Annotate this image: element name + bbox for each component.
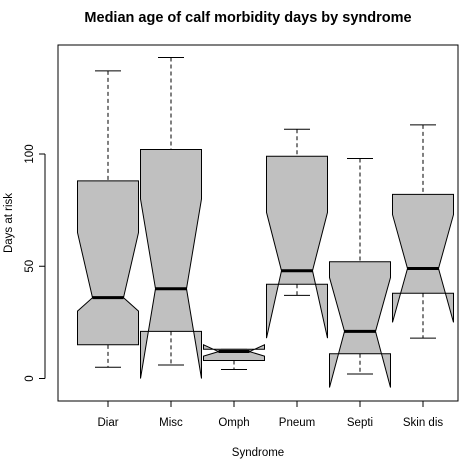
y-tick-label: 50 xyxy=(24,260,36,273)
y-tick-label: 0 xyxy=(24,375,36,381)
x-tick-label: Misc xyxy=(159,417,183,429)
box-body xyxy=(392,193,454,323)
boxes-layer xyxy=(77,56,454,388)
box-omph xyxy=(203,344,265,371)
x-tick-label: Omph xyxy=(218,417,249,429)
box-body xyxy=(140,149,202,379)
box-body xyxy=(329,261,391,388)
box-septi xyxy=(329,157,391,388)
y-axis-label: Days at risk xyxy=(3,193,15,253)
chart-title: Median age of calf morbidity days by syn… xyxy=(84,10,411,26)
y-axis: 0 50 100 xyxy=(24,144,46,382)
box-skin-dis xyxy=(392,124,454,339)
x-axis-label: Syndrome xyxy=(232,447,284,459)
x-tick-label: Skin dis xyxy=(403,417,444,429)
box-body xyxy=(77,180,139,346)
box-diar xyxy=(77,70,139,368)
box-misc xyxy=(140,56,202,379)
x-tick-label: Septi xyxy=(347,417,373,429)
x-axis: Diar Misc Omph Pneum Septi Skin dis xyxy=(97,400,444,429)
x-tick-label: Pneum xyxy=(279,417,315,429)
box-pneum xyxy=(266,128,328,339)
box-body xyxy=(266,155,328,339)
y-tick-label: 100 xyxy=(24,144,36,163)
x-tick-label: Diar xyxy=(97,417,118,429)
